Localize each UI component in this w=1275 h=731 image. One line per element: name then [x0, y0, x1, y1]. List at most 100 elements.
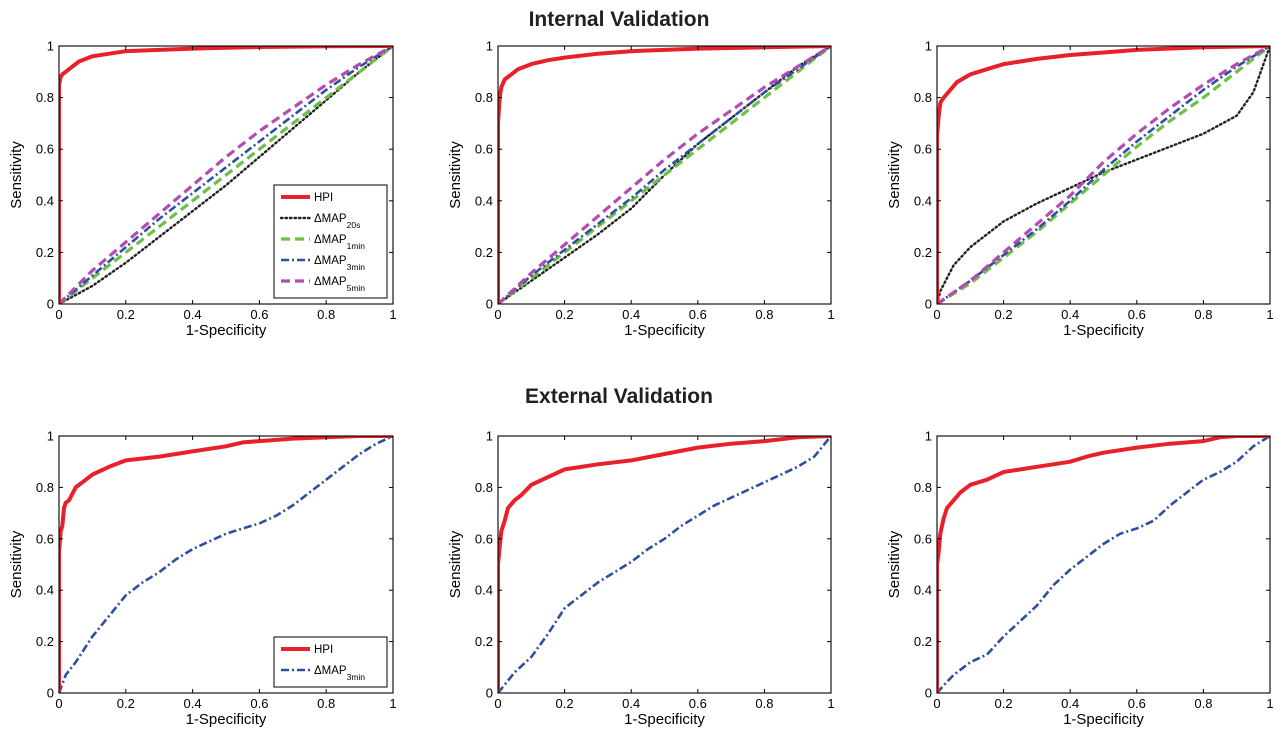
roc-panel-6: 0 0.2 0.4 0.6 0.8 1 0 0.2 0.4 0.6 0.8 1 1-Specificit…	[886, 429, 1274, 729]
y-tick-label: 1	[47, 429, 54, 444]
y-tick-label: 0.8	[36, 90, 54, 105]
y-tick-label: 0.6	[914, 531, 932, 546]
x-tick-label: 1	[1266, 307, 1273, 322]
y-tick-label: 0	[925, 297, 932, 312]
series-line--map1min	[59, 46, 393, 304]
y-tick-label: 0.8	[475, 90, 493, 105]
x-tick-label: 0.4	[184, 307, 202, 322]
x-tick-label: 0.6	[1128, 696, 1146, 711]
series-group	[498, 436, 831, 693]
x-tick-label: 0.4	[622, 307, 640, 322]
x-tick-label: 1	[827, 307, 834, 322]
x-tick-label: 0.4	[1061, 307, 1079, 322]
plot-frame	[936, 435, 1271, 694]
roc-panel-3: 0 0.2 0.4 0.6 0.8 1 0 0.2 0.4 0.6 0.8 1 1-Specificit…	[886, 39, 1274, 340]
legend-subscript: 5min	[347, 283, 366, 293]
y-axis-label: Sensitivity	[8, 141, 25, 209]
legend: HPI ΔMAP20s ΔMAP1min ΔMAP3min ΔMAP5min	[273, 184, 388, 299]
roc-panel-2: 0 0.2 0.4 0.6 0.8 1 0 0.2 0.4 0.6 0.8 1 1-Specificit…	[447, 39, 835, 340]
plot-frame	[497, 45, 832, 305]
x-tick-label: 0.6	[689, 307, 707, 322]
x-tick-label: 0.6	[250, 307, 268, 322]
y-tick-label: 0.8	[36, 480, 54, 495]
series-line--map3min	[498, 46, 831, 304]
series-line--map5min	[59, 46, 393, 304]
y-tick-label: 0	[47, 686, 54, 701]
x-axis-label: 1-Specificity	[624, 711, 705, 728]
series-line--map5min	[937, 46, 1270, 304]
x-tick-label: 0.2	[556, 696, 574, 711]
x-tick-label: 0.2	[556, 307, 574, 322]
y-tick-label: 1	[486, 429, 493, 444]
y-tick-label: 0	[925, 686, 932, 701]
legend-subscript: 3min	[347, 262, 366, 272]
roc-panel-4: 0 0.2 0.4 0.6 0.8 1 0 0.2 0.4 0.6 0.8 1 1-Specificit…	[8, 429, 397, 729]
x-tick-label: 1	[389, 696, 396, 711]
y-tick-label: 0.4	[36, 583, 54, 598]
x-tick-label: 0.4	[184, 696, 202, 711]
y-tick-label: 0.4	[475, 193, 493, 208]
series-line-hpi	[498, 436, 831, 693]
x-tick-label: 0	[55, 696, 62, 711]
legend-subscript: 20s	[347, 220, 361, 230]
y-tick-label: 0.4	[475, 583, 493, 598]
legend-label: ΔMAP1min	[314, 234, 365, 251]
y-tick-label: 0.6	[914, 142, 932, 157]
x-tick-label: 0.4	[1061, 696, 1079, 711]
legend-label: ΔMAP5min	[314, 276, 365, 293]
y-tick-label: 0.2	[36, 634, 54, 649]
y-axis-label: Sensitivity	[447, 141, 464, 209]
x-tick-label: 1	[1266, 696, 1273, 711]
x-tick-label: 0.2	[995, 696, 1013, 711]
y-tick-label: 0.2	[475, 634, 493, 649]
legend-label: ΔMAP20s	[314, 213, 360, 230]
x-tick-label: 0	[494, 307, 501, 322]
plot-frame	[58, 45, 394, 305]
y-tick-label: 0.2	[914, 634, 932, 649]
y-tick-label: 0.6	[36, 531, 54, 546]
x-axis-label: 1-Specificity	[186, 711, 267, 728]
series-line-hpi	[937, 46, 1270, 304]
series-line--map5min	[498, 46, 831, 304]
legend-label: ΔMAP3min	[314, 255, 365, 272]
y-tick-label: 0	[486, 686, 493, 701]
y-tick-label: 0.6	[475, 142, 493, 157]
x-tick-label: 0.2	[117, 307, 135, 322]
y-tick-label: 1	[925, 39, 932, 54]
y-tick-label: 1	[486, 39, 493, 54]
series-line-hpi	[59, 46, 393, 304]
x-tick-label: 0.6	[250, 696, 268, 711]
y-tick-label: 1	[47, 39, 54, 54]
y-tick-label: 0	[47, 297, 54, 312]
y-tick-label: 1	[925, 429, 932, 444]
legend-label: HPI	[314, 192, 333, 204]
legend-box	[273, 184, 388, 299]
x-tick-label: 0.6	[1128, 307, 1146, 322]
series-group	[59, 436, 393, 693]
series-group	[937, 46, 1270, 304]
x-tick-label: 0	[55, 307, 62, 322]
legend-subscript: 3min	[347, 672, 366, 682]
x-tick-label: 0.6	[689, 696, 707, 711]
x-axis-label: 1-Specificity	[624, 322, 705, 339]
plot-frame	[58, 435, 394, 694]
y-tick-label: 0.4	[914, 583, 932, 598]
roc-panel-1: 0 0.2 0.4 0.6 0.8 1 0 0.2 0.4 0.6 0.8 1 1-Specificit…	[8, 39, 397, 340]
chart-panels: 0 0.2 0.4 0.6 0.8 1 0 0.2 0.4 0.6 0.8 1 1-Specificit…	[8, 39, 1274, 729]
series-line--map3min	[937, 436, 1270, 693]
y-tick-label: 0.8	[914, 90, 932, 105]
series-line-hpi	[498, 46, 831, 304]
legend-label: HPI	[314, 644, 333, 656]
roc-panel-5: 0 0.2 0.4 0.6 0.8 1 0 0.2 0.4 0.6 0.8 1 1-Specificit…	[447, 429, 835, 729]
y-tick-label: 0.4	[36, 193, 54, 208]
y-axis-label: Sensitivity	[8, 530, 25, 598]
x-tick-label: 0.2	[117, 696, 135, 711]
y-tick-label: 0.2	[914, 245, 932, 260]
x-tick-label: 0.8	[317, 307, 335, 322]
x-tick-label: 1	[827, 696, 834, 711]
y-axis-label: Sensitivity	[886, 530, 903, 598]
series-line--map1min	[498, 46, 831, 304]
legend-label: ΔMAP3min	[314, 665, 365, 682]
plot-frame	[936, 45, 1271, 305]
series-line--map3min	[937, 46, 1270, 304]
